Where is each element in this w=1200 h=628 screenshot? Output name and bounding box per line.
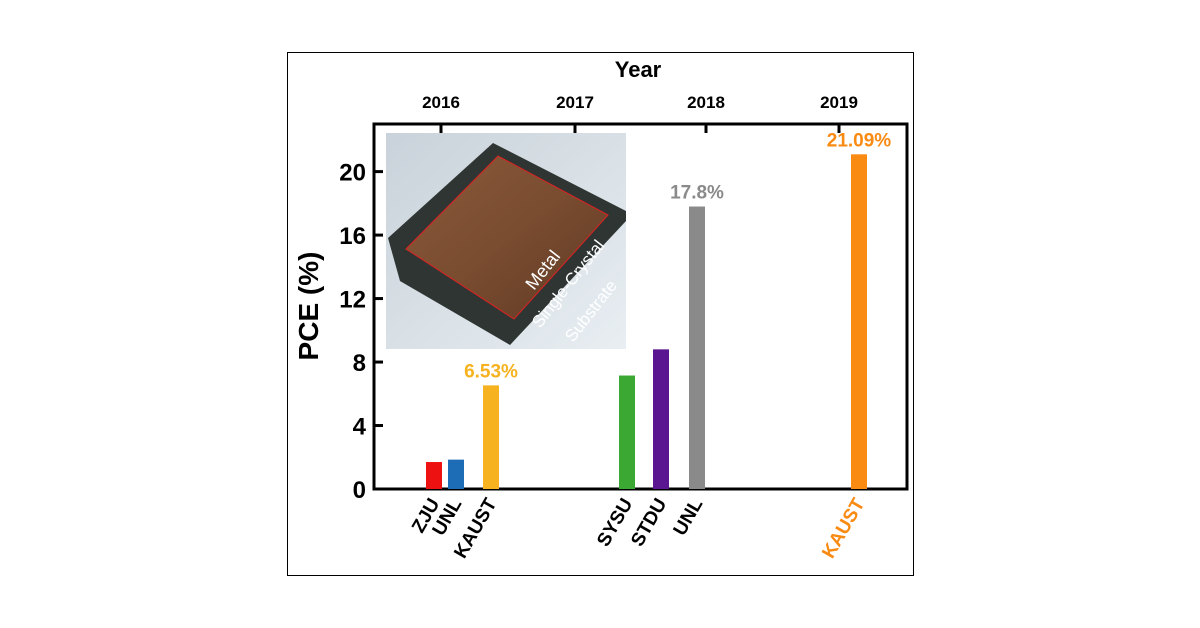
bar-value-label: 6.53% xyxy=(464,361,518,382)
year-tick-label: 2018 xyxy=(687,93,725,112)
y-axis-ticks: 0 4 8 12 16 20 xyxy=(339,160,383,504)
pce-bar-chart: Metal Single-Crystal Substrate Year PCE … xyxy=(293,57,909,563)
crystal-face xyxy=(405,155,609,320)
bar-value-label: 21.09% xyxy=(827,130,892,151)
bar-stdu xyxy=(653,349,669,489)
y-tick-label: 0 xyxy=(353,477,366,504)
x-axis-year-ticks: 2016 2017 2018 2019 xyxy=(422,93,858,133)
bar-sysu xyxy=(619,375,635,489)
y-tick-label: 16 xyxy=(339,223,366,250)
year-tick-label: 2019 xyxy=(820,93,858,112)
y-axis-title: PCE (%) xyxy=(293,252,324,361)
year-tick-label: 2017 xyxy=(556,93,594,112)
figure-frame: Metal Single-Crystal Substrate Year PCE … xyxy=(287,52,914,576)
bar-unl xyxy=(448,459,464,489)
y-tick-label: 12 xyxy=(339,287,366,314)
category-label: UNL xyxy=(670,495,708,540)
bar-zju xyxy=(426,462,442,489)
inset-crystal-photo: Metal Single-Crystal Substrate xyxy=(386,133,626,349)
year-tick-label: 2016 xyxy=(422,93,460,112)
y-tick-label: 20 xyxy=(339,160,366,187)
plot-area-border xyxy=(372,122,909,491)
bar-value-label: 17.8% xyxy=(670,183,724,204)
bar-kaust xyxy=(851,154,867,490)
category-label: STDU xyxy=(627,495,671,550)
y-tick-label: 4 xyxy=(353,414,367,441)
bar-kaust xyxy=(483,385,499,489)
bar-unl xyxy=(689,206,705,490)
x-axis-title: Year xyxy=(615,57,662,82)
y-tick-label: 8 xyxy=(353,350,366,377)
category-label: KAUST xyxy=(818,495,869,563)
bars-group: 6.53% 17.8% 21.09% xyxy=(426,130,892,490)
